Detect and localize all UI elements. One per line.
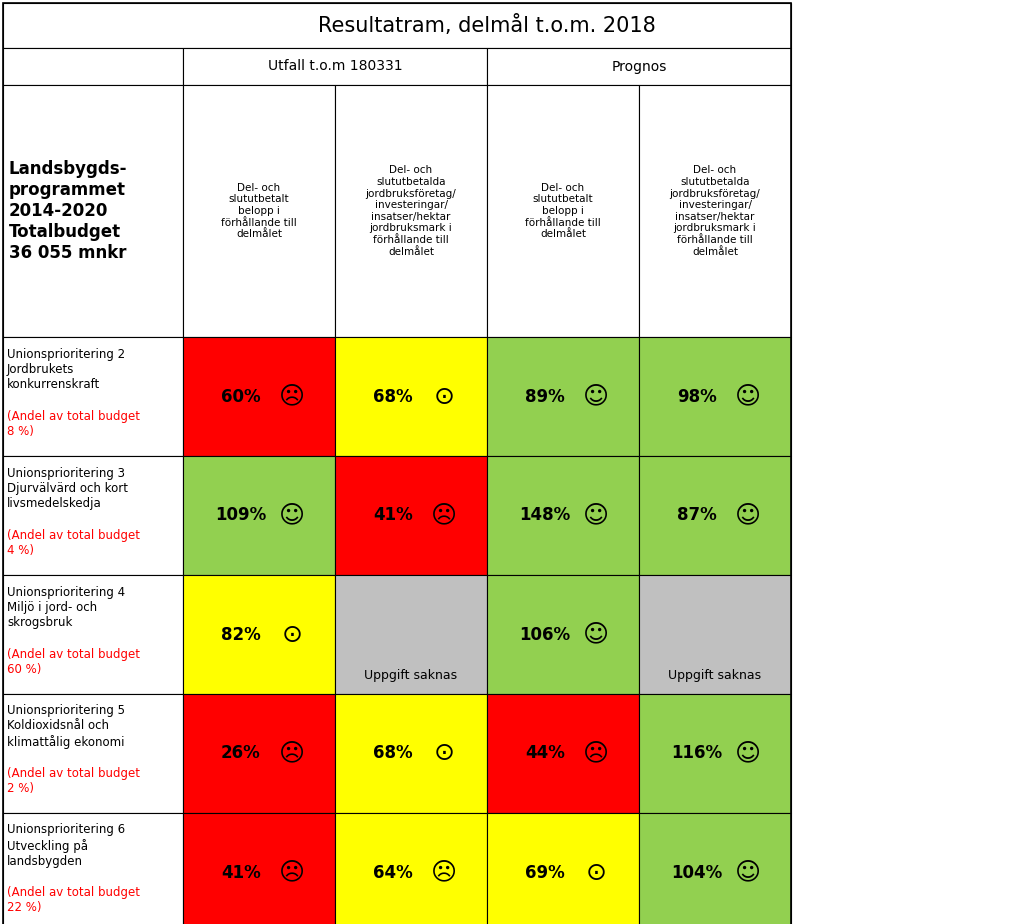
Text: ☹: ☹ (431, 504, 458, 528)
Text: 104%: 104% (671, 864, 722, 881)
Text: Del- och
slututbetalda
jordbruksföretag/
investeringar/
insatser/hektar
jordbruk: Del- och slututbetalda jordbruksföretag/… (670, 165, 761, 257)
Text: ⊙: ⊙ (586, 860, 607, 884)
Text: (Andel av total budget
4 %): (Andel av total budget 4 %) (7, 529, 140, 556)
Text: Unionsprioritering 3
Djurvälvärd och kort
livsmedelskedja: Unionsprioritering 3 Djurvälvärd och kor… (7, 467, 128, 510)
Text: ☺: ☺ (584, 504, 609, 528)
Text: Landsbygds-
programmet
2014-2020
Totalbudget
36 055 mnkr: Landsbygds- programmet 2014-2020 Totalbu… (9, 161, 128, 261)
Bar (3, 48, 183, 85)
Bar (335, 85, 487, 337)
Bar (335, 694, 487, 813)
Text: ☺: ☺ (735, 860, 762, 884)
Bar (3, 3, 791, 924)
Bar (639, 575, 791, 694)
Bar (3, 813, 183, 924)
Text: ☺: ☺ (584, 623, 609, 647)
Text: ⊙: ⊙ (282, 623, 303, 647)
Text: ☹: ☹ (280, 384, 305, 408)
Text: ☺: ☺ (735, 741, 762, 765)
Text: ☺: ☺ (280, 504, 305, 528)
Text: 26%: 26% (221, 745, 261, 762)
Text: 116%: 116% (671, 745, 722, 762)
Bar (183, 48, 487, 85)
Text: ☹: ☹ (584, 741, 609, 765)
Bar (639, 337, 791, 456)
Text: 106%: 106% (519, 626, 570, 643)
Bar (335, 337, 487, 456)
Text: ☹: ☹ (280, 860, 305, 884)
Text: 109%: 109% (215, 506, 266, 525)
Text: (Andel av total budget
2 %): (Andel av total budget 2 %) (7, 767, 140, 795)
Text: Unionsprioritering 2
Jordbrukets
konkurrenskraft: Unionsprioritering 2 Jordbrukets konkurr… (7, 348, 125, 391)
Text: Del- och
slututbetalda
jordbruksföretag/
investeringar/
insatser/hektar
jordbruk: Del- och slututbetalda jordbruksföretag/… (366, 165, 457, 257)
Text: ☺: ☺ (584, 384, 609, 408)
Text: 68%: 68% (373, 387, 413, 406)
Text: 41%: 41% (373, 506, 413, 525)
Text: 41%: 41% (221, 864, 261, 881)
Bar (487, 85, 639, 337)
Bar (3, 694, 183, 813)
Bar (183, 575, 335, 694)
Bar (487, 575, 639, 694)
Bar (3, 337, 183, 456)
Text: ⊙: ⊙ (434, 741, 455, 765)
Bar (3, 3, 791, 48)
Bar (639, 694, 791, 813)
Bar (183, 813, 335, 924)
Bar (335, 575, 487, 694)
Text: Del- och
slututbetalt
belopp i
förhållande till
delmålet: Del- och slututbetalt belopp i förhållan… (525, 183, 601, 239)
Text: ⊙: ⊙ (434, 384, 455, 408)
Text: 87%: 87% (677, 506, 717, 525)
Text: Unionsprioritering 4
Miljö i jord- och
skrogsbruk: Unionsprioritering 4 Miljö i jord- och s… (7, 586, 125, 629)
Text: 60%: 60% (221, 387, 260, 406)
Bar (335, 813, 487, 924)
Text: 69%: 69% (525, 864, 564, 881)
Bar (487, 813, 639, 924)
Text: 68%: 68% (373, 745, 413, 762)
Text: ☺: ☺ (735, 504, 762, 528)
Text: 98%: 98% (677, 387, 717, 406)
Bar (183, 337, 335, 456)
Text: Del- och
slututbetalt
belopp i
förhållande till
delmålet: Del- och slututbetalt belopp i förhållan… (221, 183, 297, 239)
Bar (639, 456, 791, 575)
Bar (335, 456, 487, 575)
Text: 82%: 82% (221, 626, 261, 643)
Bar (487, 48, 791, 85)
Bar (487, 456, 639, 575)
Text: ☺: ☺ (735, 384, 762, 408)
Text: 148%: 148% (519, 506, 570, 525)
Bar (3, 575, 183, 694)
Bar (639, 813, 791, 924)
Text: Prognos: Prognos (611, 59, 667, 74)
Text: 89%: 89% (525, 387, 564, 406)
Text: ☹: ☹ (431, 860, 458, 884)
Text: (Andel av total budget
60 %): (Andel av total budget 60 %) (7, 648, 140, 675)
Text: 64%: 64% (373, 864, 413, 881)
Text: Unionsprioritering 6
Utveckling på
landsbygden: Unionsprioritering 6 Utveckling på lands… (7, 823, 125, 868)
Text: Uppgift saknas: Uppgift saknas (365, 670, 458, 683)
Bar (3, 456, 183, 575)
Text: ☹: ☹ (280, 741, 305, 765)
Text: 44%: 44% (525, 745, 564, 762)
Bar (183, 456, 335, 575)
Bar (183, 694, 335, 813)
Bar (639, 85, 791, 337)
Bar (487, 337, 639, 456)
Text: Unionsprioritering 5
Koldioxidsnål och
klimattålig ekonomi: Unionsprioritering 5 Koldioxidsnål och k… (7, 704, 125, 748)
Bar (183, 85, 335, 337)
Text: Resultatram, delmål t.o.m. 2018: Resultatram, delmål t.o.m. 2018 (318, 15, 656, 36)
Bar (3, 85, 183, 337)
Text: (Andel av total budget
22 %): (Andel av total budget 22 %) (7, 885, 140, 914)
Bar (487, 694, 639, 813)
Text: (Andel av total budget
8 %): (Andel av total budget 8 %) (7, 409, 140, 438)
Text: Utfall t.o.m 180331: Utfall t.o.m 180331 (267, 59, 402, 74)
Text: Uppgift saknas: Uppgift saknas (669, 670, 762, 683)
